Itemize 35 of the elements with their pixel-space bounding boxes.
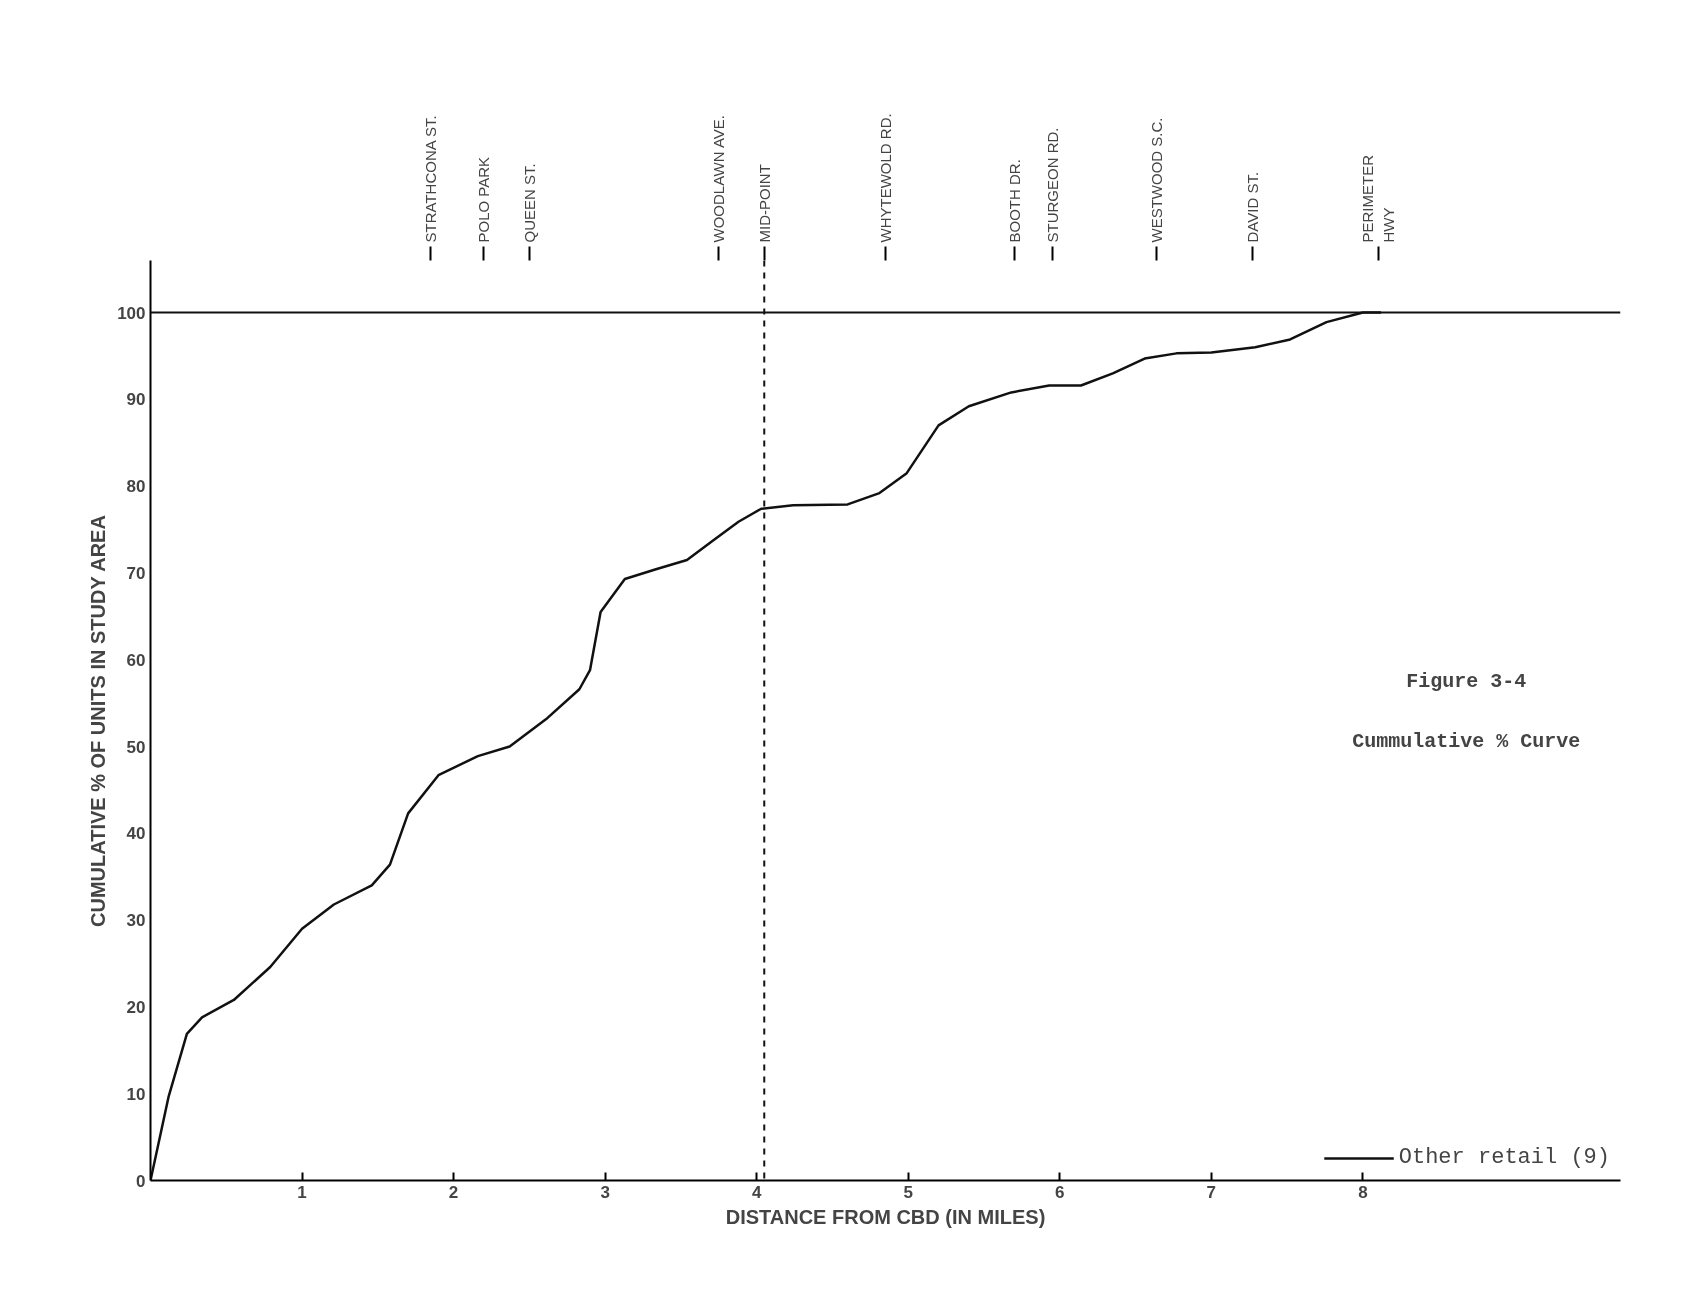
ref-line-label: PERIMETER HWY bbox=[1359, 154, 1397, 243]
x-axis-title: DISTANCE FROM CBD (IN MILES) bbox=[725, 1205, 1046, 1228]
x-tick-label: 1 bbox=[297, 1182, 307, 1202]
x-tick-label: 8 bbox=[1358, 1182, 1368, 1202]
y-tick-label: 50 bbox=[126, 737, 146, 757]
ref-line-label: STURGEON RD. bbox=[1043, 127, 1061, 243]
x-tick-label: 3 bbox=[600, 1182, 610, 1202]
y-tick-label: 20 bbox=[126, 997, 146, 1017]
ref-line-label: WOODLAWN AVE. bbox=[710, 114, 728, 243]
ref-line-label: DAVID ST. bbox=[1243, 171, 1261, 243]
y-tick-label: 0 bbox=[136, 1171, 146, 1191]
y-tick-label: 60 bbox=[126, 650, 146, 670]
y-tick-label: 90 bbox=[126, 390, 146, 410]
y-tick-label: 10 bbox=[126, 1084, 146, 1104]
ref-line-label: BOOTH DR. bbox=[1005, 159, 1023, 243]
ref-line-label: WESTWOOD S.C. bbox=[1148, 117, 1166, 243]
ref-line-label: QUEEN ST. bbox=[520, 163, 538, 243]
annotation: Cummulative % Curve bbox=[1352, 729, 1581, 753]
y-tick-label: 80 bbox=[126, 477, 146, 497]
y-tick-label: 40 bbox=[126, 824, 146, 844]
x-tick-label: 2 bbox=[448, 1182, 459, 1202]
ref-line-label: MID-POINT bbox=[755, 164, 773, 243]
ref-line-label: STRATHCONA ST. bbox=[422, 115, 440, 243]
x-tick-label: 6 bbox=[1055, 1182, 1065, 1202]
annotation: Figure 3-4 bbox=[1406, 669, 1527, 693]
x-tick-label: 5 bbox=[903, 1182, 913, 1202]
y-axis-title: CUMULATIVE % OF UNITS IN STUDY AREA bbox=[87, 515, 110, 927]
ref-line-label: POLO PARK bbox=[475, 156, 493, 243]
legend-label: Other retail (9) bbox=[1398, 1145, 1610, 1170]
y-tick-label: 30 bbox=[126, 911, 146, 931]
x-tick-label: 4 bbox=[751, 1182, 762, 1202]
x-tick-label: 7 bbox=[1206, 1182, 1217, 1202]
y-tick-label: 70 bbox=[126, 563, 146, 583]
ref-line-label: WHYTEWOLD RD. bbox=[877, 113, 894, 243]
y-tick-label: 100 bbox=[117, 303, 146, 323]
